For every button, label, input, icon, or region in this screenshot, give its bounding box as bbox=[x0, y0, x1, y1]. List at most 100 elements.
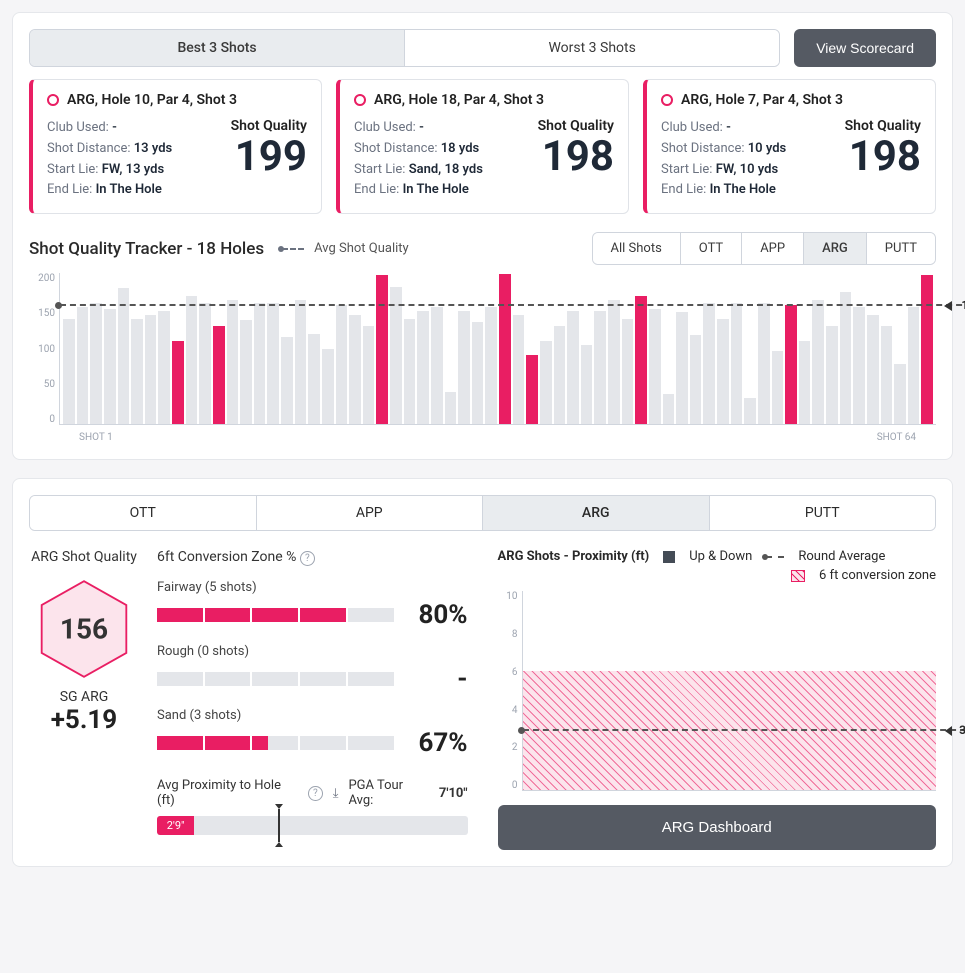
tracker-bar[interactable] bbox=[363, 326, 375, 424]
tracker-bar[interactable] bbox=[213, 326, 225, 424]
avg-shot-quality-legend: Avg Shot Quality bbox=[282, 241, 409, 256]
tracker-chart: 200150100500 156 SHOT 1SHOT 64 bbox=[29, 273, 936, 443]
tracker-bar[interactable] bbox=[608, 300, 620, 425]
tracker-bar[interactable] bbox=[63, 319, 75, 425]
tracker-bar[interactable] bbox=[567, 311, 579, 424]
shot-cards: ARG, Hole 10, Par 4, Shot 3 Club Used: -… bbox=[29, 79, 936, 214]
tracker-bar[interactable] bbox=[349, 315, 361, 424]
tracker-bar[interactable] bbox=[240, 320, 252, 424]
tracker-bar[interactable] bbox=[812, 300, 824, 425]
top-row: Best 3 Shots Worst 3 Shots View Scorecar… bbox=[29, 29, 936, 67]
tracker-bar[interactable] bbox=[554, 326, 566, 424]
tracker-bar[interactable] bbox=[908, 307, 920, 424]
tracker-bar[interactable] bbox=[744, 398, 756, 424]
arg-dashboard-button[interactable]: ARG Dashboard bbox=[498, 805, 937, 850]
tracker-bar[interactable] bbox=[894, 364, 906, 424]
tracker-bar[interactable] bbox=[635, 296, 647, 424]
tracker-tab-all-shots[interactable]: All Shots bbox=[593, 233, 680, 264]
tracker-bar[interactable] bbox=[867, 315, 879, 424]
tracker-bar[interactable] bbox=[485, 307, 497, 424]
target-icon bbox=[354, 94, 366, 106]
tracker-tab-ott[interactable]: OTT bbox=[680, 233, 741, 264]
target-icon bbox=[47, 94, 59, 106]
tracker-bar[interactable] bbox=[731, 303, 743, 424]
tracker-bar[interactable] bbox=[118, 288, 130, 424]
tracker-bar[interactable] bbox=[772, 351, 784, 424]
tracker-bar[interactable] bbox=[254, 303, 266, 424]
tracker-bar[interactable] bbox=[131, 319, 143, 425]
tracker-bar[interactable] bbox=[404, 319, 416, 425]
pga-avg-marker bbox=[278, 809, 280, 842]
shot-card[interactable]: ARG, Hole 18, Par 4, Shot 3 Club Used: -… bbox=[336, 79, 629, 214]
prox-avg-line: 3 bbox=[523, 729, 965, 731]
tracker-bar[interactable] bbox=[458, 311, 470, 424]
bottom-tabs: OTTAPPARGPUTT bbox=[29, 495, 936, 531]
tracker-bar[interactable] bbox=[526, 355, 538, 424]
tracker-bar[interactable] bbox=[158, 311, 170, 424]
bottom-tab-ott[interactable]: OTT bbox=[30, 496, 256, 530]
tracker-bar[interactable] bbox=[676, 312, 688, 424]
shot-card[interactable]: ARG, Hole 7, Par 4, Shot 3 Club Used: - … bbox=[643, 79, 936, 214]
tracker-tabs: All ShotsOTTAPPARGPUTT bbox=[592, 232, 937, 265]
tracker-bar[interactable] bbox=[322, 349, 334, 425]
tracker-bar[interactable] bbox=[227, 300, 239, 425]
tracker-bar[interactable] bbox=[104, 309, 116, 425]
tracker-bar[interactable] bbox=[513, 315, 525, 424]
tracker-tab-putt[interactable]: PUTT bbox=[866, 233, 935, 264]
tracker-bar[interactable] bbox=[77, 307, 89, 424]
shot-card[interactable]: ARG, Hole 10, Par 4, Shot 3 Club Used: -… bbox=[29, 79, 322, 214]
bottom-tab-arg[interactable]: ARG bbox=[482, 496, 709, 530]
tracker-bar[interactable] bbox=[826, 326, 838, 424]
tracker-bar[interactable] bbox=[785, 305, 797, 424]
updown-swatch-icon bbox=[663, 551, 675, 563]
tracker-bar[interactable] bbox=[703, 303, 715, 424]
tracker-bar[interactable] bbox=[186, 296, 198, 424]
bottom-tab-putt[interactable]: PUTT bbox=[709, 496, 936, 530]
tracker-bar[interactable] bbox=[336, 305, 348, 424]
tracker-bar[interactable] bbox=[581, 345, 593, 424]
tracker-bar[interactable] bbox=[390, 287, 402, 424]
tracker-bar[interactable] bbox=[295, 300, 307, 425]
tracker-bar[interactable] bbox=[472, 322, 484, 424]
bottom-tab-app[interactable]: APP bbox=[256, 496, 483, 530]
tracker-bar[interactable] bbox=[499, 274, 511, 424]
tracker-avg-line: 156 bbox=[60, 304, 965, 306]
sg-arg-label: SG ARG bbox=[29, 689, 139, 705]
tracker-bar[interactable] bbox=[281, 337, 293, 424]
tracker-bar[interactable] bbox=[594, 311, 606, 424]
tracker-bar[interactable] bbox=[758, 303, 770, 424]
tracker-bar[interactable] bbox=[663, 394, 675, 424]
tracker-bar[interactable] bbox=[540, 341, 552, 424]
help-icon[interactable]: ? bbox=[308, 786, 323, 801]
tracker-bar[interactable] bbox=[717, 319, 729, 425]
tracker-bar[interactable] bbox=[649, 309, 661, 424]
tracker-bar[interactable] bbox=[417, 311, 429, 424]
best-shots-tab[interactable]: Best 3 Shots bbox=[30, 30, 404, 66]
sg-arg-value: +5.19 bbox=[29, 705, 139, 735]
tracker-bar[interactable] bbox=[376, 275, 388, 424]
help-icon[interactable]: ? bbox=[300, 551, 315, 566]
tracker-tab-arg[interactable]: ARG bbox=[803, 233, 866, 264]
tracker-bar[interactable] bbox=[445, 392, 457, 424]
bottom-panel: OTTAPPARGPUTT ARG Shot Quality 156 SG AR… bbox=[12, 478, 953, 867]
tracker-bar[interactable] bbox=[622, 319, 634, 425]
tracker-bar[interactable] bbox=[267, 303, 279, 424]
avg-proximity-row: Avg Proximity to Hole (ft) ? ⤓ PGA Tour … bbox=[157, 778, 468, 808]
tracker-bar[interactable] bbox=[172, 341, 184, 424]
right-column: ARG Shots - Proximity (ft) Up & Down Rou… bbox=[498, 549, 937, 850]
tracker-bar[interactable] bbox=[431, 307, 443, 424]
tracker-bar[interactable] bbox=[90, 303, 102, 424]
view-scorecard-button[interactable]: View Scorecard bbox=[794, 29, 936, 67]
tracker-bar[interactable] bbox=[799, 341, 811, 424]
tracker-bar[interactable] bbox=[840, 292, 852, 424]
tracker-bar[interactable] bbox=[145, 315, 157, 424]
tracker-bar[interactable] bbox=[308, 334, 320, 425]
tracker-bar[interactable] bbox=[690, 335, 702, 424]
tracker-bar[interactable] bbox=[921, 275, 933, 424]
tracker-bar[interactable] bbox=[199, 303, 211, 424]
tracker-bar[interactable] bbox=[853, 307, 865, 424]
worst-shots-tab[interactable]: Worst 3 Shots bbox=[404, 30, 779, 66]
tracker-tab-app[interactable]: APP bbox=[741, 233, 803, 264]
avg-proximity-bar: 2'9" bbox=[157, 816, 468, 835]
tracker-bar[interactable] bbox=[881, 326, 893, 424]
